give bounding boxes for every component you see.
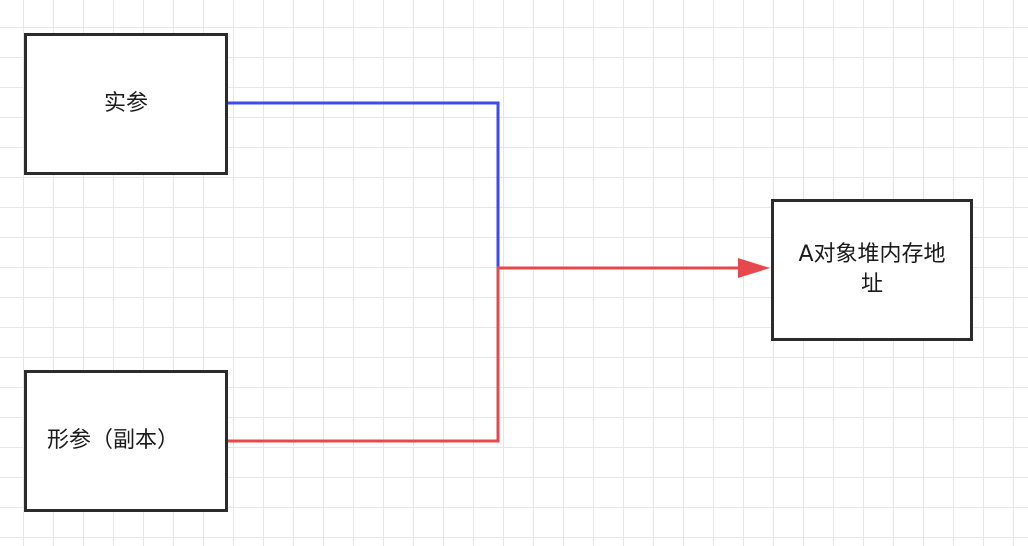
node-formal-param: 形参（副本） [24,370,228,512]
node-actual-param: 实参 [24,33,228,175]
node-heap-address: A对象堆内存地址 [771,199,973,341]
node-heap-address-label: A对象堆内存地址 [798,242,946,297]
node-formal-param-label: 形参（副本） [47,428,180,454]
edge-actual-to-heap [228,101,500,268]
arrowhead-icon [738,258,770,278]
node-actual-param-label: 实参 [103,91,148,117]
edge-formal-to-heap [228,266,742,443]
